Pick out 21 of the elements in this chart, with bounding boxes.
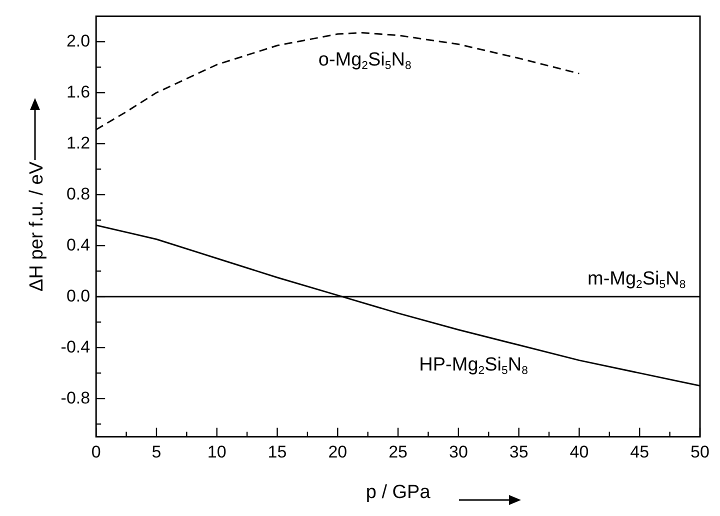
x-tick-label: 15 [268,442,287,462]
x-tick-label: 5 [152,442,162,462]
x-tick-label: 40 [570,442,589,462]
x-tick-label: 20 [328,442,348,462]
y-tick-label: 1.6 [66,82,90,102]
y-tick-label: 1.2 [66,133,90,152]
y-tick-label: 0.8 [66,184,90,204]
y-tick-label: 0.4 [66,235,90,254]
x-tick-label: 45 [630,442,650,462]
y-axis-title: ΔH per f.u. / eV [26,161,48,292]
x-tick-label: 0 [91,442,101,462]
y-tick-label: 2.0 [66,31,90,50]
x-tick-label: 30 [448,442,468,462]
x-tick-label: 35 [509,442,528,462]
y-tick-label: 0.0 [66,286,90,306]
x-axis-title: p / GPa [366,482,431,503]
x-tick-label: 50 [690,442,710,462]
x-tick-label: 25 [388,442,408,462]
y-tick-label: -0.4 [60,337,90,356]
y-tick-label: -0.8 [60,388,90,408]
x-tick-label: 10 [207,442,226,462]
